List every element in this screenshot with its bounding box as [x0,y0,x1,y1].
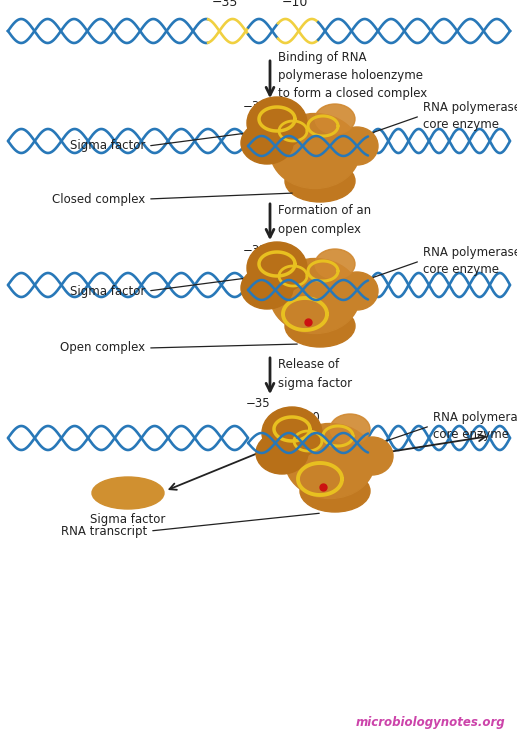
Ellipse shape [256,432,308,474]
Text: Open complex: Open complex [60,342,145,354]
Ellipse shape [300,470,370,512]
Ellipse shape [285,160,355,202]
Ellipse shape [351,437,393,475]
Ellipse shape [336,127,378,165]
Ellipse shape [247,242,307,294]
Text: −35: −35 [242,100,267,113]
Ellipse shape [285,424,375,499]
Ellipse shape [270,259,360,333]
Text: RNA polymerase
core enzyme: RNA polymerase core enzyme [433,411,517,441]
Text: Release of
sigma factor: Release of sigma factor [278,359,352,390]
Text: −35: −35 [246,397,270,410]
Text: RNA polymerase
core enzyme: RNA polymerase core enzyme [423,246,517,276]
Ellipse shape [315,249,355,279]
Text: RNA transcript: RNA transcript [61,525,147,537]
Ellipse shape [262,407,322,459]
Ellipse shape [270,113,360,188]
Ellipse shape [92,477,164,509]
Text: −10: −10 [282,0,308,9]
Text: Formation of an
open complex: Formation of an open complex [278,205,371,236]
Ellipse shape [336,272,378,310]
Text: RNA polymerase
core enzyme: RNA polymerase core enzyme [423,101,517,131]
Text: Sigma factor: Sigma factor [70,139,145,153]
Ellipse shape [330,414,370,444]
Text: Sigma factor: Sigma factor [90,513,165,526]
Text: −10: −10 [293,258,317,271]
Ellipse shape [241,267,293,309]
Text: Closed complex: Closed complex [52,193,145,205]
Ellipse shape [241,122,293,164]
Text: microbiologynotes.org: microbiologynotes.org [355,716,505,729]
Ellipse shape [315,104,355,134]
Text: −35: −35 [212,0,238,9]
Ellipse shape [285,305,355,347]
Text: Sigma factor: Sigma factor [70,285,145,297]
Text: Binding of RNA
polymerase holoenzyme
to form a closed complex: Binding of RNA polymerase holoenzyme to … [278,50,427,99]
Text: −10: −10 [296,411,321,424]
Text: −10: −10 [293,114,317,127]
Text: −35: −35 [242,244,267,257]
Ellipse shape [247,97,307,149]
